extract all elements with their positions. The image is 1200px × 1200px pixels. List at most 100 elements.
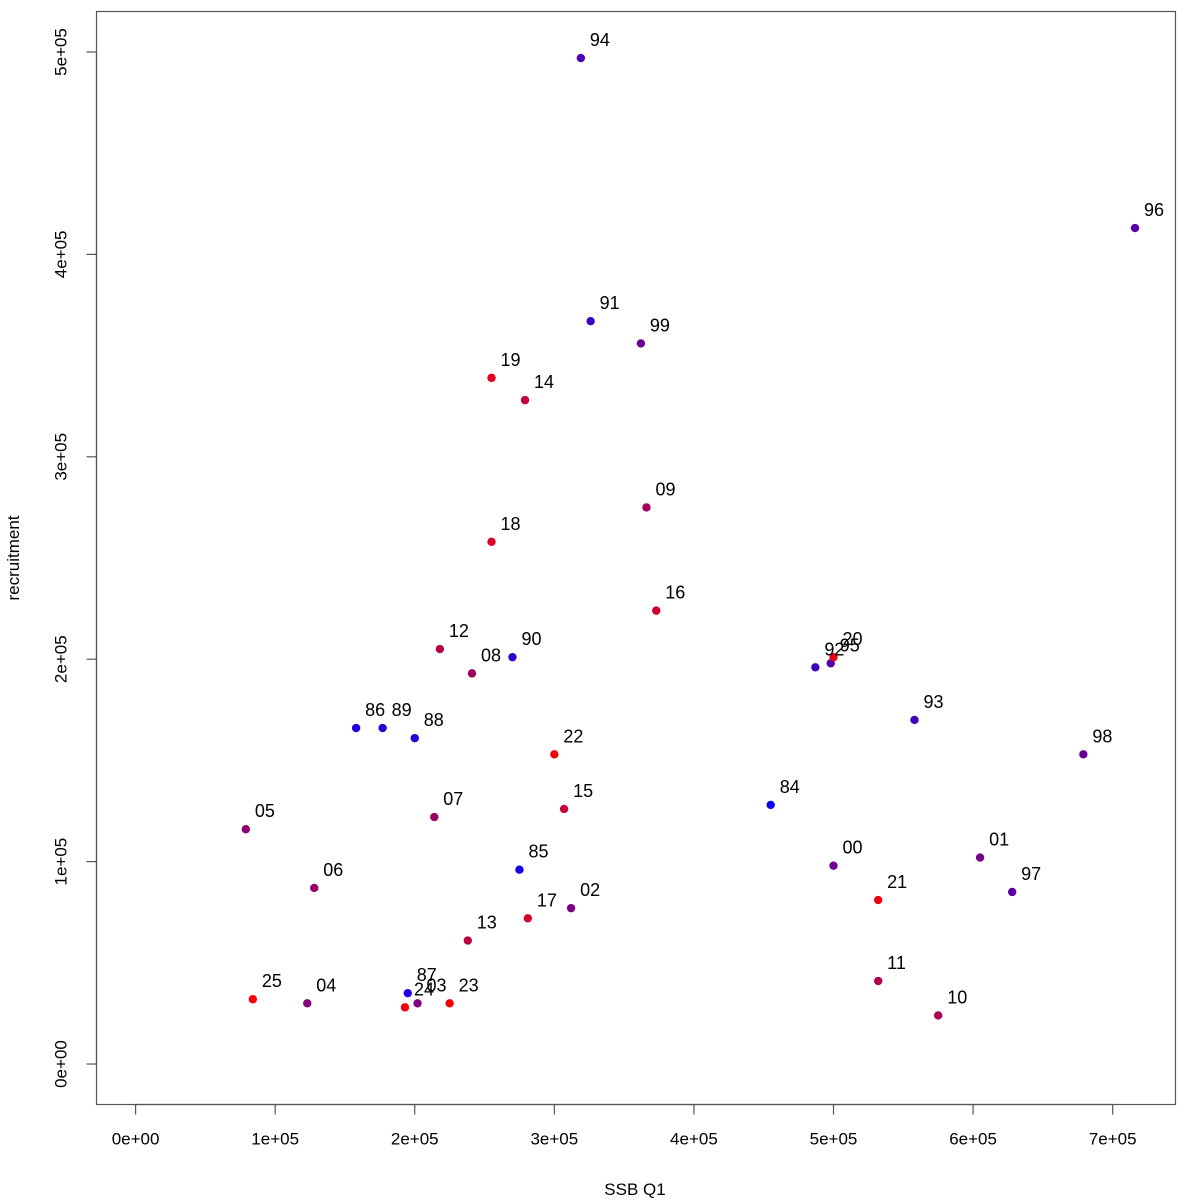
data-point-88 bbox=[410, 733, 419, 743]
point-label-17: 17 bbox=[537, 890, 557, 910]
data-point-03 bbox=[413, 999, 422, 1008]
data-point-84 bbox=[766, 800, 775, 810]
point-label-03: 03 bbox=[427, 975, 447, 995]
data-point-22 bbox=[550, 750, 559, 759]
point-label-96: 96 bbox=[1144, 200, 1164, 220]
x-tick-label: 2e+05 bbox=[391, 1130, 439, 1149]
point-label-88: 88 bbox=[424, 710, 444, 730]
data-point-20 bbox=[829, 652, 838, 662]
data-points bbox=[241, 53, 1140, 1020]
data-point-12 bbox=[435, 644, 445, 654]
point-label-97: 97 bbox=[1021, 864, 1041, 884]
y-axis: 0e+00 1e+05 2e+05 3e+05 4e+05 5e+05 bbox=[52, 28, 98, 1088]
data-point-92 bbox=[811, 663, 820, 672]
point-label-84: 84 bbox=[780, 777, 800, 797]
x-tick-label: 1e+05 bbox=[251, 1130, 299, 1149]
data-point-17 bbox=[523, 914, 533, 923]
data-point-02 bbox=[566, 903, 576, 913]
point-label-05: 05 bbox=[255, 801, 275, 821]
data-point-16 bbox=[652, 606, 661, 615]
data-point-04 bbox=[303, 999, 312, 1008]
y-tick-label: 2e+05 bbox=[52, 635, 71, 683]
data-point-19 bbox=[487, 373, 496, 383]
x-axis-title: SSB Q1 bbox=[604, 1180, 665, 1199]
x-tick-label: 3e+05 bbox=[530, 1130, 578, 1149]
x-tick-label: 5e+05 bbox=[810, 1130, 858, 1149]
data-point-23 bbox=[445, 999, 454, 1008]
data-point-87 bbox=[403, 988, 412, 998]
point-label-01: 01 bbox=[989, 830, 1009, 850]
point-label-06: 06 bbox=[323, 860, 343, 880]
data-point-90 bbox=[508, 652, 517, 662]
point-label-09: 09 bbox=[655, 479, 675, 499]
point-label-91: 91 bbox=[600, 293, 620, 313]
data-point-06 bbox=[310, 883, 319, 893]
point-label-85: 85 bbox=[528, 842, 548, 862]
y-tick-label: 3e+05 bbox=[52, 433, 71, 481]
point-label-10: 10 bbox=[947, 987, 967, 1007]
x-tick-label: 7e+05 bbox=[1089, 1130, 1137, 1149]
point-label-90: 90 bbox=[521, 629, 541, 649]
data-point-96 bbox=[1130, 223, 1140, 233]
data-point-99 bbox=[636, 339, 646, 348]
x-tick-label: 0e+00 bbox=[112, 1130, 160, 1149]
point-label-99: 99 bbox=[650, 315, 670, 335]
data-point-21 bbox=[873, 895, 883, 905]
data-point-25 bbox=[248, 995, 258, 1004]
data-point-89 bbox=[378, 723, 387, 733]
data-point-14 bbox=[520, 395, 530, 405]
data-point-93 bbox=[910, 715, 919, 725]
x-axis: 0e+00 1e+05 2e+05 3e+05 4e+05 5e+05 6e+05 7e+05 bbox=[112, 1103, 1137, 1149]
data-point-08 bbox=[467, 669, 477, 678]
data-point-05 bbox=[241, 825, 251, 834]
point-label-14: 14 bbox=[534, 372, 554, 392]
point-label-15: 15 bbox=[573, 781, 593, 801]
point-label-95: 95 bbox=[840, 635, 860, 655]
y-tick-label: 0e+00 bbox=[52, 1040, 71, 1088]
point-label-86: 86 bbox=[365, 700, 385, 720]
data-point-94 bbox=[576, 53, 586, 63]
point-label-25: 25 bbox=[262, 971, 282, 991]
data-point-91 bbox=[586, 316, 595, 326]
point-label-89: 89 bbox=[392, 700, 412, 720]
point-label-00: 00 bbox=[843, 838, 863, 858]
data-point-09 bbox=[642, 503, 651, 512]
data-point-15 bbox=[559, 804, 569, 814]
data-point-86 bbox=[351, 723, 361, 733]
point-label-18: 18 bbox=[501, 514, 521, 534]
data-point-11 bbox=[873, 976, 883, 986]
data-point-24 bbox=[400, 1003, 410, 1012]
point-label-24: 24 bbox=[414, 979, 434, 999]
y-tick-label: 4e+05 bbox=[52, 231, 71, 279]
point-label-21: 21 bbox=[887, 872, 907, 892]
point-label-16: 16 bbox=[665, 583, 685, 603]
x-tick-label: 4e+05 bbox=[670, 1130, 718, 1149]
point-label-11: 11 bbox=[887, 953, 906, 973]
data-point-10 bbox=[934, 1011, 943, 1020]
point-label-08: 08 bbox=[481, 645, 501, 665]
plot-frame bbox=[95, 10, 1177, 1106]
point-label-93: 93 bbox=[923, 692, 943, 712]
y-tick-label: 5e+05 bbox=[52, 28, 71, 76]
y-tick-label: 1e+05 bbox=[52, 838, 71, 886]
point-label-12: 12 bbox=[449, 621, 469, 641]
data-point-13 bbox=[463, 936, 472, 945]
data-point-00 bbox=[829, 861, 838, 870]
y-axis-title: recruitment bbox=[4, 515, 23, 600]
point-label-22: 22 bbox=[563, 726, 583, 746]
point-labels: 84 85 86 87 88 89 90 91 92 93 94 95 96 97 98 99 00 01 02 03… bbox=[255, 30, 1164, 1007]
point-label-13: 13 bbox=[477, 913, 497, 933]
point-label-23: 23 bbox=[459, 975, 479, 995]
data-point-01 bbox=[975, 853, 985, 862]
data-point-85 bbox=[515, 865, 524, 874]
point-label-92: 92 bbox=[824, 639, 844, 659]
x-tick-label: 6e+05 bbox=[949, 1130, 997, 1149]
data-point-98 bbox=[1079, 750, 1088, 759]
point-label-02: 02 bbox=[580, 880, 600, 900]
data-point-07 bbox=[430, 812, 439, 822]
point-label-19: 19 bbox=[501, 350, 521, 370]
point-label-94: 94 bbox=[590, 30, 610, 50]
data-point-18 bbox=[487, 537, 496, 547]
point-label-98: 98 bbox=[1092, 726, 1112, 746]
